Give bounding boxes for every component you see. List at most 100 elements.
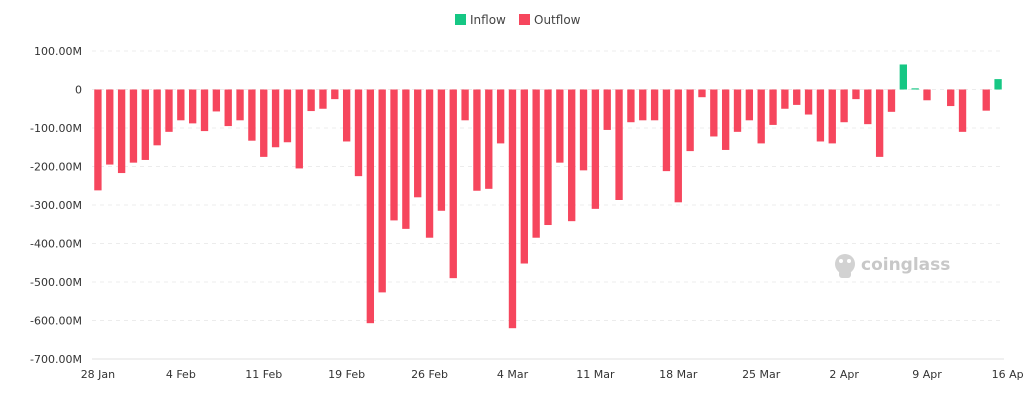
legend-label-inflow[interactable]: Inflow bbox=[470, 13, 506, 27]
outflow-bar[interactable] bbox=[496, 89, 505, 144]
outflow-bar[interactable] bbox=[887, 89, 896, 112]
x-tick-label: 19 Feb bbox=[328, 368, 365, 381]
outflow-bar[interactable] bbox=[200, 89, 209, 132]
outflow-bar[interactable] bbox=[710, 89, 718, 137]
outflow-bar[interactable] bbox=[449, 89, 457, 279]
outflow-bar[interactable] bbox=[473, 89, 481, 191]
outflow-bar[interactable] bbox=[508, 89, 517, 329]
outflow-bar[interactable] bbox=[189, 89, 197, 124]
outflow-bar[interactable] bbox=[153, 89, 161, 146]
outflow-bar[interactable] bbox=[923, 89, 931, 101]
outflow-bar[interactable] bbox=[354, 89, 363, 177]
outflow-bar[interactable] bbox=[828, 89, 836, 144]
inflow-bar[interactable] bbox=[994, 79, 1002, 90]
outflow-bar[interactable] bbox=[686, 89, 694, 152]
x-tick-label: 28 Jan bbox=[81, 368, 115, 381]
outflow-bar[interactable] bbox=[852, 89, 860, 100]
legend-swatch-outflow[interactable] bbox=[519, 14, 530, 25]
coinglass-logo-icon bbox=[835, 254, 855, 278]
y-tick-label: -700.00M bbox=[30, 353, 82, 366]
y-tick-label: -300.00M bbox=[30, 199, 82, 212]
outflow-bar[interactable] bbox=[615, 89, 623, 201]
outflow-bar[interactable] bbox=[674, 89, 682, 203]
outflow-bar[interactable] bbox=[94, 89, 102, 191]
outflow-bar[interactable] bbox=[402, 89, 410, 229]
outflow-bar[interactable] bbox=[804, 89, 813, 115]
outflow-bar[interactable] bbox=[662, 89, 671, 172]
outflow-bar[interactable] bbox=[982, 89, 990, 111]
outflow-bar[interactable] bbox=[342, 89, 351, 142]
outflow-bar[interactable] bbox=[781, 89, 789, 109]
outflow-bar[interactable] bbox=[698, 89, 706, 98]
y-tick-label: 100.00M bbox=[34, 45, 82, 58]
outflow-bar[interactable] bbox=[177, 89, 185, 121]
outflow-bar[interactable] bbox=[556, 89, 564, 163]
x-axis: 28 Jan 4 Feb 11 Feb 19 Feb 26 Feb 4 Mar 11 Mar… bbox=[81, 358, 1024, 381]
outflow-bar[interactable] bbox=[248, 89, 256, 141]
bar-series bbox=[94, 64, 1002, 329]
outflow-bar[interactable] bbox=[212, 89, 221, 112]
outflow-bar[interactable] bbox=[437, 89, 446, 211]
inflow-bar[interactable] bbox=[899, 64, 907, 90]
outflow-bar[interactable] bbox=[236, 89, 244, 121]
outflow-bar[interactable] bbox=[260, 89, 268, 157]
legend-swatch-inflow[interactable] bbox=[455, 14, 466, 25]
x-tick-label: 2 Apr bbox=[829, 368, 859, 381]
x-tick-label: 11 Feb bbox=[245, 368, 282, 381]
outflow-bar[interactable] bbox=[307, 89, 315, 112]
outflow-bar[interactable] bbox=[650, 89, 659, 121]
outflow-bar[interactable] bbox=[390, 89, 398, 221]
chart-legend: Inflow Outflow bbox=[455, 13, 581, 27]
outflow-bar[interactable] bbox=[485, 89, 493, 189]
outflow-bar[interactable] bbox=[769, 89, 777, 125]
outflow-bar[interactable] bbox=[461, 89, 469, 121]
outflow-bar[interactable] bbox=[271, 89, 280, 148]
watermark-text: coinglass bbox=[861, 255, 950, 275]
outflow-bar[interactable] bbox=[579, 89, 588, 171]
y-tick-label: -600.00M bbox=[30, 315, 82, 328]
x-tick-label: 4 Feb bbox=[166, 368, 196, 381]
outflow-bar[interactable] bbox=[757, 89, 765, 144]
outflow-bar[interactable] bbox=[141, 89, 149, 160]
outflow-bar[interactable] bbox=[544, 89, 552, 226]
outflow-bar[interactable] bbox=[840, 89, 848, 123]
legend-label-outflow[interactable]: Outflow bbox=[534, 13, 581, 27]
outflow-bar[interactable] bbox=[532, 89, 540, 238]
outflow-bar[interactable] bbox=[414, 89, 422, 198]
outflow-bar[interactable] bbox=[745, 89, 754, 121]
outflow-bar[interactable] bbox=[117, 89, 126, 174]
outflow-bar[interactable] bbox=[165, 89, 173, 132]
outflow-bar[interactable] bbox=[816, 89, 825, 142]
y-tick-label: -500.00M bbox=[30, 276, 82, 289]
outflow-bar[interactable] bbox=[319, 89, 327, 109]
outflow-bar[interactable] bbox=[958, 89, 967, 132]
outflow-bar[interactable] bbox=[627, 89, 635, 123]
outflow-bar[interactable] bbox=[520, 89, 528, 264]
outflow-bar[interactable] bbox=[283, 89, 292, 143]
outflow-bar[interactable] bbox=[295, 89, 303, 169]
inflow-bar[interactable] bbox=[911, 88, 919, 90]
x-tick-label: 4 Mar bbox=[497, 368, 529, 381]
outflow-bar[interactable] bbox=[106, 89, 114, 165]
y-tick-label: -400.00M bbox=[30, 238, 82, 251]
outflow-bar[interactable] bbox=[721, 89, 730, 150]
x-tick-label: 25 Mar bbox=[742, 368, 781, 381]
outflow-bar[interactable] bbox=[864, 89, 872, 125]
y-tick-label: -200.00M bbox=[30, 161, 82, 174]
outflow-bar[interactable] bbox=[568, 89, 576, 222]
outflow-bar[interactable] bbox=[793, 89, 801, 105]
outflow-bar[interactable] bbox=[425, 89, 434, 238]
outflow-bar[interactable] bbox=[378, 89, 386, 293]
outflow-bar[interactable] bbox=[224, 89, 232, 127]
outflow-bar[interactable] bbox=[733, 89, 742, 132]
outflow-bar[interactable] bbox=[603, 89, 611, 130]
outflow-bar[interactable] bbox=[366, 89, 375, 324]
outflow-bar[interactable] bbox=[591, 89, 600, 209]
outflow-bar[interactable] bbox=[129, 89, 138, 163]
coinglass-watermark: coinglass bbox=[835, 254, 950, 278]
outflow-bar[interactable] bbox=[947, 89, 955, 107]
outflow-bar[interactable] bbox=[331, 89, 339, 100]
outflow-bar[interactable] bbox=[875, 89, 884, 157]
outflow-bar[interactable] bbox=[639, 89, 647, 121]
